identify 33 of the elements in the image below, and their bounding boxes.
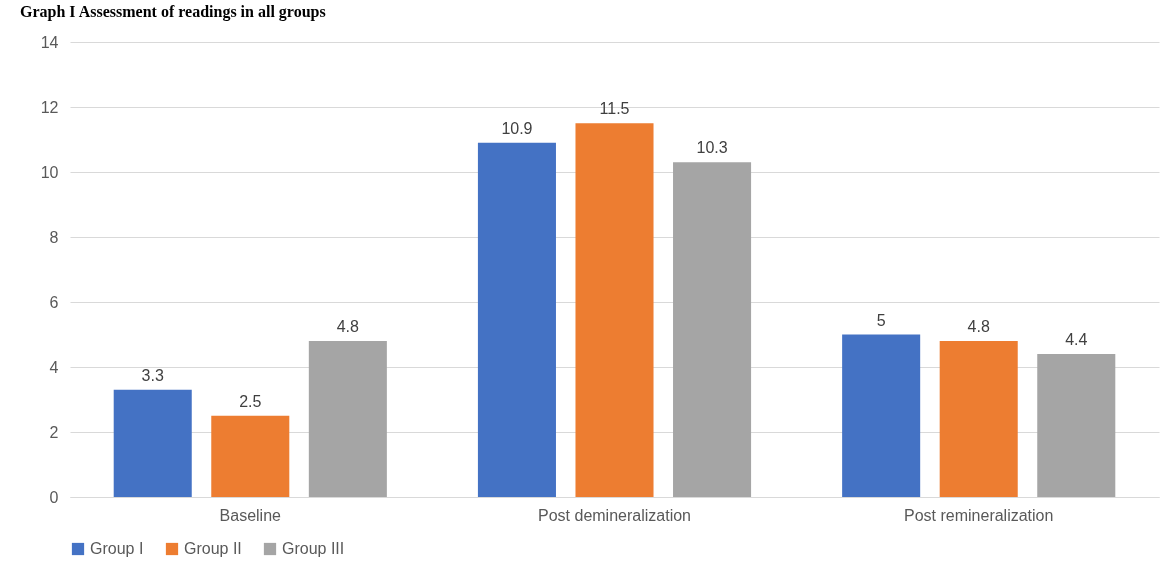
y-tick-label: 2 <box>49 423 59 441</box>
y-tick-label: 12 <box>40 98 59 116</box>
data-label: 4.8 <box>336 318 360 335</box>
x-tick-label: Post remineralization <box>904 506 1054 524</box>
y-tick-label: 14 <box>40 33 59 51</box>
data-label: 5 <box>876 311 886 329</box>
bar <box>939 341 1018 497</box>
bar <box>1037 354 1116 497</box>
legend-label: Group III <box>282 540 345 557</box>
legend-label: Group I <box>90 540 144 557</box>
data-label: 2.5 <box>239 392 262 410</box>
legend-label: Group II <box>184 540 242 557</box>
y-tick-label: 6 <box>49 293 59 311</box>
data-label: 11.5 <box>599 100 630 118</box>
data-label: 4.4 <box>1065 331 1088 348</box>
x-tick-label: Baseline <box>219 506 282 524</box>
bar <box>477 142 556 497</box>
bar <box>113 389 192 497</box>
data-label: 10.9 <box>501 119 533 137</box>
y-tick-label: 10 <box>40 163 59 181</box>
chart-title: Graph I Assessment of readings in all groups <box>20 3 326 21</box>
bar <box>211 415 290 497</box>
y-tick-label: 0 <box>49 488 59 506</box>
bar <box>842 334 921 497</box>
data-label: 3.3 <box>141 366 164 384</box>
y-tick-label: 4 <box>49 358 59 376</box>
data-label: 4.8 <box>967 318 990 335</box>
data-label: 10.3 <box>696 139 728 157</box>
y-tick-label: 8 <box>49 228 59 246</box>
bar <box>308 341 387 497</box>
bar <box>673 162 752 497</box>
x-tick-label: Post demineralization <box>538 506 691 524</box>
bar <box>575 123 654 497</box>
